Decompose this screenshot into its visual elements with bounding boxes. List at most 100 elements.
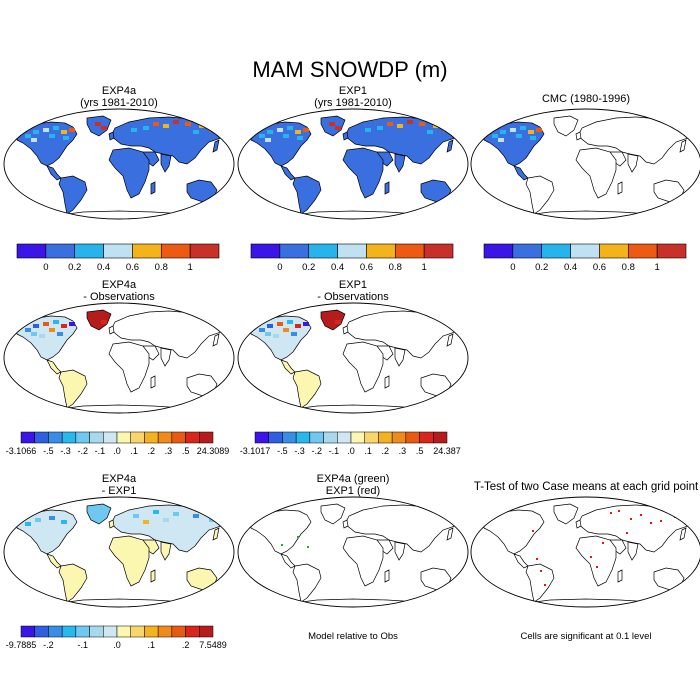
land-uk <box>342 131 349 141</box>
grid-cell <box>153 122 159 126</box>
colorbar-tick-label: .1 <box>364 446 372 456</box>
land-africa <box>342 341 384 393</box>
grid-cell <box>530 136 536 140</box>
land-centralAmerica <box>280 359 296 375</box>
significant-cell <box>544 584 546 586</box>
colorbar-swatch <box>132 243 162 259</box>
panel-title-line: CMC (1980-1996) <box>542 93 630 105</box>
grid-cell <box>43 128 49 132</box>
colorbar-tick-label: 1 <box>187 262 192 273</box>
map <box>237 496 469 608</box>
grid-cell <box>498 138 504 142</box>
colorbar-tick-label: -.1 <box>329 446 340 456</box>
significant-cell <box>590 556 592 558</box>
colorbar-swatch <box>268 431 283 444</box>
panel-title-line: (yrs 1981-2010) <box>80 97 158 109</box>
panel-title-line: (yrs 1981-2010) <box>314 97 392 109</box>
land-eurasia <box>344 504 460 553</box>
land-southAmerica <box>58 563 88 603</box>
colorbar-tick-label: -.5 <box>43 446 54 456</box>
land-india <box>160 541 172 561</box>
map-border <box>470 496 700 608</box>
grid-cell <box>329 122 335 126</box>
colorbar-swatch <box>433 431 448 444</box>
colorbar-tick-label: 0.8 <box>622 262 635 273</box>
land-eurasia <box>577 116 693 165</box>
land-greenland <box>553 503 579 525</box>
land-japan <box>212 333 220 347</box>
map <box>237 302 469 414</box>
grid-cell <box>53 126 59 130</box>
panel-title-line: EXP4a <box>102 85 137 97</box>
colorbar-swatch <box>45 243 76 259</box>
colorbar-tick-label: 0.4 <box>331 262 344 273</box>
colorbar-tick-label: .2 <box>148 446 156 456</box>
land-africa <box>575 535 617 587</box>
land-eurasia <box>577 504 693 553</box>
grid-cell <box>387 122 393 126</box>
land-madagascar <box>150 181 156 195</box>
land-southAmerica <box>525 563 555 603</box>
colorbar-tick-label: .2 <box>382 446 390 456</box>
grid-cell <box>101 320 107 324</box>
colorbar-tick-label: 0.2 <box>68 262 81 273</box>
colorbar-swatch <box>144 625 159 638</box>
significant-cell <box>540 570 542 572</box>
green-cell <box>307 546 309 548</box>
land-centralAmerica <box>513 553 529 569</box>
colorbar-swatch <box>48 625 63 638</box>
grid-cell <box>407 120 413 124</box>
significant-cell <box>610 512 612 514</box>
grid-cell <box>500 130 506 134</box>
grid-cell <box>61 520 67 524</box>
colorbar-swatch <box>144 431 159 444</box>
land-madagascar <box>150 569 156 583</box>
land-japan <box>212 139 220 153</box>
land-centralAmerica <box>46 165 62 181</box>
colorbar-swatch <box>483 243 514 259</box>
colorbar-swatch <box>570 243 600 259</box>
grid-cell <box>335 126 341 130</box>
colorbar-tick-label: 0.6 <box>593 262 606 273</box>
colorbar-swatch <box>20 625 35 638</box>
colorbar-tick-label: -.3 <box>294 446 305 456</box>
land-northAmerica <box>250 509 312 555</box>
map <box>3 496 235 608</box>
map-border <box>237 496 469 608</box>
green-cell <box>281 544 283 546</box>
colorbar-tick-label: -.1 <box>77 640 88 650</box>
colorbar-tick-label: -.1 <box>95 446 106 456</box>
land-madagascar <box>617 181 623 195</box>
significant-cell <box>602 542 604 544</box>
colorbar-swatch <box>157 625 173 638</box>
colorbar-tick-label: 0.2 <box>302 262 315 273</box>
colorbar-swatch <box>378 431 393 444</box>
panel-cmc: CMC (1980-1996) 0 0.2 0.4 0.6 0.8 1 <box>470 93 700 273</box>
land-india <box>394 541 406 561</box>
colorbar-swatch <box>364 431 379 444</box>
land-southAmerica <box>525 175 555 215</box>
colorbar-tick-label: .1 <box>130 446 138 456</box>
land-australia <box>186 373 218 397</box>
grid-cell <box>101 126 107 130</box>
grid-cell <box>143 126 149 130</box>
map <box>237 108 469 220</box>
grid-cell <box>63 136 69 140</box>
land-uk <box>575 519 582 529</box>
colorbar-tick-label: 1 <box>421 262 426 273</box>
land-africa <box>108 341 150 393</box>
colorbar-min-label: -3.1017 <box>240 446 271 456</box>
land-japan <box>446 139 454 153</box>
colorbar-tick-label: 0.4 <box>97 262 110 273</box>
grid-cell <box>131 128 137 132</box>
grid-cell <box>133 514 139 518</box>
colorbar-swatch <box>130 431 145 444</box>
colorbar-tick-label: 0.6 <box>126 262 139 273</box>
map-border <box>470 108 700 220</box>
colorbar-swatch <box>323 431 338 444</box>
land-eurasia <box>344 310 460 359</box>
colorbar-swatch <box>48 431 63 444</box>
land-madagascar <box>617 569 623 583</box>
colorbar-max-label: 7.5489 <box>199 640 227 650</box>
colorbar-tick-label: 0.6 <box>360 262 373 273</box>
